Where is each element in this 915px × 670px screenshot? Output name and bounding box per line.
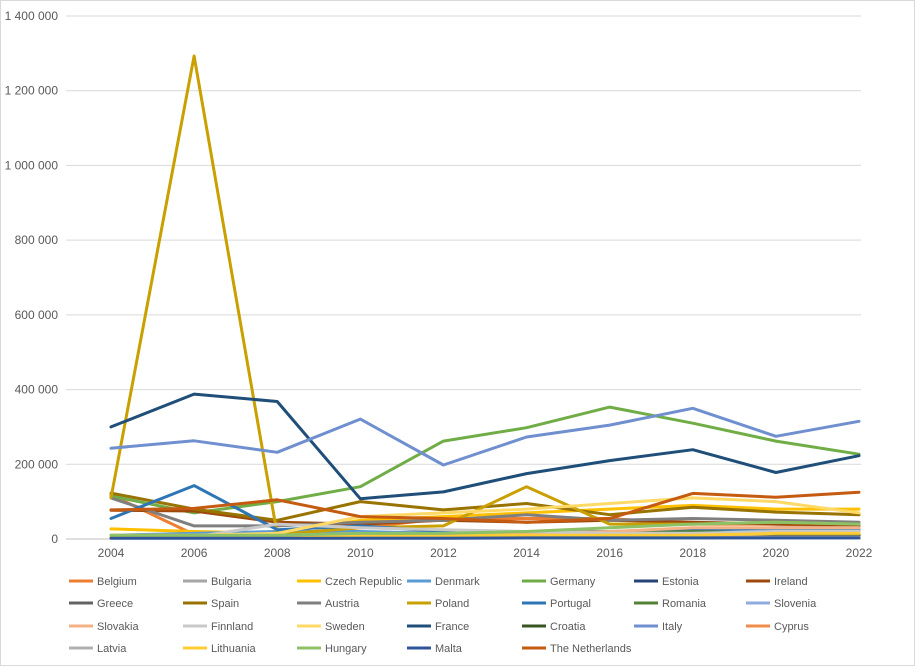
series-line-italy	[111, 408, 859, 465]
legend-label: Portugal	[550, 598, 591, 610]
legend-item: Poland	[407, 598, 469, 610]
legend-item: France	[407, 621, 469, 633]
gridlines	[66, 16, 861, 539]
legend-item: Cyprus	[746, 621, 809, 633]
legend-label: Italy	[662, 621, 683, 633]
legend-item: Sweden	[297, 621, 365, 633]
x-axis: 2004 2006 2008 2010 2012 2014 2016 2018 2020 2022	[98, 546, 873, 560]
legend-label: Croatia	[550, 621, 586, 633]
legend-label: Germany	[550, 576, 596, 588]
y-tick-label: 1 400 000	[5, 9, 59, 23]
y-tick-label: 1 000 000	[5, 158, 59, 172]
legend-label: Bulgaria	[211, 576, 252, 588]
series-line-france	[111, 394, 859, 499]
legend-label: Cyprus	[774, 621, 809, 633]
legend-label: Greece	[97, 598, 133, 610]
legend-label: Czech Republic	[325, 576, 403, 588]
series-lines	[111, 56, 859, 538]
legend-label: Finnland	[211, 621, 253, 633]
legend-item: Slovenia	[746, 598, 817, 610]
x-tick-label: 2018	[679, 546, 706, 560]
legend-label: Lithuania	[211, 643, 257, 655]
legend-item: Croatia	[522, 621, 586, 633]
x-tick-label: 2022	[846, 546, 873, 560]
legend: Belgium Bulgaria Czech Republic Denmark Germ…	[69, 576, 817, 655]
y-axis: 0 200 000 400 000 600 000 800 000 1 000 000 1 …	[5, 9, 59, 546]
legend-item: Portugal	[522, 598, 591, 610]
legend-label: Estonia	[662, 576, 700, 588]
y-tick-label: 600 000	[15, 308, 59, 322]
legend-item: Belgium	[69, 576, 137, 588]
x-tick-label: 2004	[98, 546, 125, 560]
legend-item: Bulgaria	[183, 576, 252, 588]
legend-label: Denmark	[435, 576, 480, 588]
legend-item: Germany	[522, 576, 596, 588]
legend-item: Ireland	[746, 576, 808, 588]
legend-item: Greece	[69, 598, 133, 610]
legend-item: Austria	[297, 598, 360, 610]
legend-item: Lithuania	[183, 643, 257, 655]
legend-item: The Netherlands	[522, 643, 632, 655]
legend-label: Hungary	[325, 643, 367, 655]
legend-label: Ireland	[774, 576, 808, 588]
legend-item: Latvia	[69, 643, 127, 655]
legend-item: Czech Republic	[297, 576, 403, 588]
x-tick-label: 2006	[181, 546, 208, 560]
x-tick-label: 2008	[264, 546, 291, 560]
y-tick-label: 200 000	[15, 457, 59, 471]
legend-label: Romania	[662, 598, 707, 610]
y-tick-label: 800 000	[15, 233, 59, 247]
legend-item: Slovakia	[69, 621, 139, 633]
legend-label: Malta	[435, 643, 463, 655]
legend-item: Romania	[634, 598, 707, 610]
legend-label: Spain	[211, 598, 239, 610]
legend-item: Denmark	[407, 576, 480, 588]
legend-item: Spain	[183, 598, 239, 610]
legend-label: Poland	[435, 598, 469, 610]
x-tick-label: 2014	[513, 546, 540, 560]
legend-label: Sweden	[325, 621, 365, 633]
x-tick-label: 2012	[430, 546, 457, 560]
legend-label: Austria	[325, 598, 360, 610]
legend-label: The Netherlands	[550, 643, 632, 655]
legend-label: Slovakia	[97, 621, 139, 633]
legend-item: Finnland	[183, 621, 253, 633]
x-tick-label: 2016	[596, 546, 623, 560]
legend-item: Italy	[634, 621, 683, 633]
y-tick-label: 1 200 000	[5, 84, 59, 98]
legend-item: Malta	[407, 643, 463, 655]
legend-label: Latvia	[97, 643, 127, 655]
x-tick-label: 2020	[763, 546, 790, 560]
legend-item: Estonia	[634, 576, 700, 588]
y-tick-label: 400 000	[15, 383, 59, 397]
series-line-poland	[111, 56, 859, 535]
legend-label: France	[435, 621, 469, 633]
x-tick-label: 2010	[347, 546, 374, 560]
legend-label: Belgium	[97, 576, 137, 588]
y-tick-label: 0	[51, 532, 58, 546]
legend-label: Slovenia	[774, 598, 817, 610]
legend-item: Hungary	[297, 643, 367, 655]
